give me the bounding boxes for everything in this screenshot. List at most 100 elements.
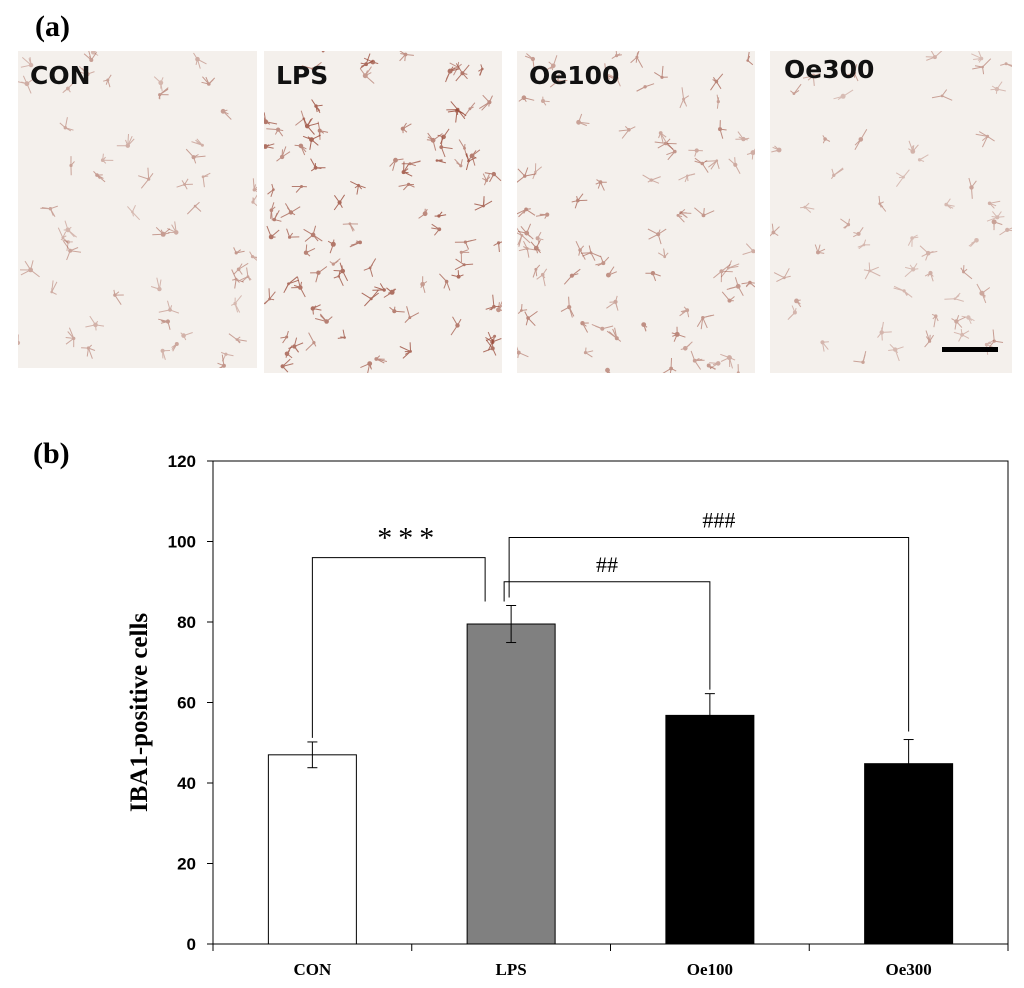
cell-process <box>925 336 931 342</box>
cell-process <box>928 250 938 254</box>
cell-process <box>131 204 136 213</box>
stained-cell <box>63 220 78 238</box>
stained-cell <box>671 326 686 342</box>
cell-body <box>944 202 948 207</box>
cell-process <box>738 136 744 140</box>
stained-cell <box>541 96 550 106</box>
cell-body <box>28 267 33 273</box>
cell-process <box>95 324 97 331</box>
cell-body <box>298 143 304 149</box>
cell-body <box>220 108 226 114</box>
cell-process <box>728 158 736 166</box>
cell-process <box>221 354 227 362</box>
cell-body <box>348 222 352 226</box>
stained-cell <box>944 292 964 302</box>
cell-body <box>604 72 608 77</box>
cell-process <box>902 169 910 178</box>
micrograph-oe300: Oe300 <box>770 51 1012 373</box>
cell-process <box>908 148 914 152</box>
cell-process <box>909 264 914 270</box>
cell-process <box>64 220 69 231</box>
bar-oe300 <box>864 763 954 945</box>
stained-cell <box>231 269 244 289</box>
cell-process <box>51 291 57 295</box>
cell-process <box>202 172 211 178</box>
cell-process <box>683 306 688 311</box>
stained-cell <box>310 304 322 315</box>
cell-process <box>700 317 704 330</box>
stained-cell <box>919 245 938 261</box>
cell-process <box>658 132 662 139</box>
cell-process <box>517 208 527 215</box>
cell-process <box>893 287 905 292</box>
cell-process <box>70 161 75 166</box>
cell-body <box>235 338 239 341</box>
cell-body <box>90 51 96 55</box>
stained-cell <box>337 329 346 339</box>
cell-process <box>677 209 686 216</box>
stained-cell <box>630 51 644 68</box>
cell-process <box>971 53 982 59</box>
cell-body <box>700 161 705 166</box>
y-tick-label: 120 <box>168 452 196 471</box>
cell-process <box>968 177 972 188</box>
stained-cell <box>69 156 75 176</box>
cell-process <box>990 88 997 91</box>
cell-process <box>523 240 528 249</box>
stained-cell <box>276 146 291 162</box>
cell-process <box>843 224 849 229</box>
cell-process <box>542 100 550 103</box>
stained-cell <box>459 249 470 263</box>
cell-process <box>517 352 520 358</box>
cell-process <box>85 324 96 328</box>
stained-cell <box>399 51 414 62</box>
cell-process <box>903 290 909 296</box>
cell-process <box>240 276 249 281</box>
cell-body <box>310 306 315 311</box>
cell-process <box>953 331 963 336</box>
cell-process <box>904 266 914 270</box>
stained-cell <box>560 296 575 318</box>
stained-cell <box>158 300 180 314</box>
cell-process <box>930 51 936 58</box>
cell-process <box>853 360 864 363</box>
cell-body <box>191 155 196 160</box>
cell-process <box>252 178 255 190</box>
cell-body <box>985 134 990 138</box>
cell-process <box>79 71 88 75</box>
stained-cell <box>595 179 607 191</box>
cell-body <box>823 137 827 141</box>
cell-body <box>832 173 836 177</box>
cell-process <box>971 180 977 188</box>
cell-body <box>718 127 722 132</box>
stained-cell <box>517 207 536 218</box>
stained-cell <box>349 240 362 248</box>
cell-body <box>974 238 979 243</box>
cell-process <box>817 244 821 253</box>
cell-process <box>21 81 28 85</box>
cell-body <box>858 137 864 142</box>
cell-body <box>268 234 274 240</box>
cell-process <box>369 258 377 269</box>
cell-body <box>314 104 318 108</box>
stained-cell <box>186 201 202 215</box>
cell-process <box>651 179 660 184</box>
cell-process <box>946 204 955 207</box>
cell-body <box>272 217 277 222</box>
y-tick-label: 0 <box>187 935 196 954</box>
cell-body <box>803 205 807 209</box>
cell-process <box>678 175 688 181</box>
stained-cell <box>999 227 1012 236</box>
cell-process <box>895 172 904 178</box>
cell-process <box>140 178 150 189</box>
stained-cell <box>264 143 275 149</box>
cell-process <box>193 157 197 164</box>
cell-body <box>614 336 619 341</box>
cell-process <box>663 250 666 257</box>
cell-process <box>683 98 688 107</box>
stained-cell <box>291 185 307 193</box>
cell-process <box>147 167 150 180</box>
cell-process <box>660 132 666 142</box>
cell-body <box>674 331 680 337</box>
stained-cell <box>877 321 892 341</box>
